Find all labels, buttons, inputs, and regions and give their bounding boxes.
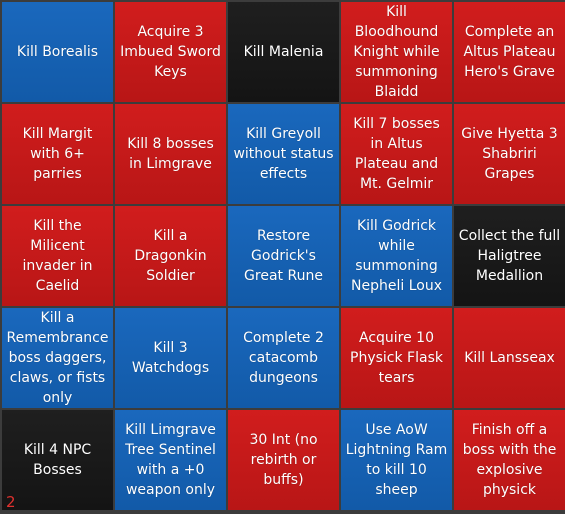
bingo-cell-text: Kill Malenia [243,44,324,60]
board-number-label: 2 [6,493,16,511]
bingo-cell-text: Kill 7 bosses in Altus Plateau and Mt. G… [353,116,440,192]
bingo-cell-text: Kill a Dragonkin Soldier [134,228,207,284]
bingo-cell[interactable]: Kill Godrick while summoning Nepheli Lou… [341,206,452,306]
bingo-cell-text: Complete 2 catacomb dungeons [243,330,324,386]
bingo-cell[interactable]: Kill 3 Watchdogs [115,308,226,408]
bingo-cell[interactable]: Complete an Altus Plateau Hero's Grave [454,2,565,102]
bingo-cell[interactable]: Acquire 10 Physick Flask tears [341,308,452,408]
bingo-cell-text: Collect the full Haligtree Medallion [458,228,561,284]
bingo-cell[interactable]: Kill 7 bosses in Altus Plateau and Mt. G… [341,104,452,204]
bingo-cell[interactable]: Restore Godrick's Great Rune [228,206,339,306]
bingo-cell[interactable]: Kill a Remembrance boss daggers, claws, … [2,308,113,408]
bingo-cell-text: Complete an Altus Plateau Hero's Grave [463,24,556,80]
bingo-cell-text: Acquire 3 Imbued Sword Keys [120,24,221,80]
bingo-cell[interactable]: Finish off a boss with the explosive phy… [454,410,565,510]
bingo-cell[interactable]: Kill Limgrave Tree Sentinel with a +0 we… [115,410,226,510]
bingo-cell[interactable]: Kill Borealis [2,2,113,102]
bingo-cell-text: Kill Margit with 6+ parries [22,126,93,182]
bingo-cell-text: Kill Borealis [16,44,99,60]
bingo-cell[interactable]: Kill Greyoll without status effects [228,104,339,204]
bingo-cell-text: Finish off a boss with the explosive phy… [462,422,557,498]
bingo-cell-text: Kill 4 NPC Bosses [23,442,92,478]
bingo-cell-text: Kill Greyoll without status effects [233,126,334,182]
bingo-cell[interactable]: Collect the full Haligtree Medallion [454,206,565,306]
bingo-cell-text: Kill Limgrave Tree Sentinel with a +0 we… [125,422,216,498]
bingo-cell-text: Use AoW Lightning Ram to kill 10 sheep [345,422,448,498]
bingo-cell[interactable]: Kill Malenia [228,2,339,102]
bingo-cell-text: Kill Godrick while summoning Nepheli Lou… [351,218,442,294]
bingo-cell[interactable]: Give Hyetta 3 Shabriri Grapes [454,104,565,204]
bingo-cell[interactable]: Complete 2 catacomb dungeons [228,308,339,408]
bingo-cell[interactable]: 30 Int (no rebirth or buffs) [228,410,339,510]
bingo-cell[interactable]: Kill Lansseax [454,308,565,408]
bingo-cell[interactable]: Kill the Milicent invader in Caelid [2,206,113,306]
bingo-cell[interactable]: Kill 8 bosses in Limgrave [115,104,226,204]
bingo-cell[interactable]: Kill 4 NPC Bosses [2,410,113,510]
bingo-cell[interactable]: Use AoW Lightning Ram to kill 10 sheep [341,410,452,510]
bingo-cell-text: Give Hyetta 3 Shabriri Grapes [461,126,558,182]
bingo-cell-text: Restore Godrick's Great Rune [244,228,323,284]
bingo-cell-text: Acquire 10 Physick Flask tears [350,330,443,386]
bingo-cell-text: Kill 3 Watchdogs [131,340,210,376]
bingo-cell-text: Kill Lansseax [464,350,555,366]
bingo-cell-text: Kill Bloodhound Knight while summoning B… [353,4,440,100]
bingo-cell-text: Kill a Remembrance boss daggers, claws, … [6,310,109,406]
bingo-cell-text: Kill 8 bosses in Limgrave [127,136,214,172]
bingo-cell[interactable]: Kill a Dragonkin Soldier [115,206,226,306]
bingo-cell[interactable]: Kill Bloodhound Knight while summoning B… [341,2,452,102]
bingo-cell-text: Kill the Milicent invader in Caelid [22,218,93,294]
bingo-cell[interactable]: Kill Margit with 6+ parries [2,104,113,204]
bingo-cell[interactable]: Acquire 3 Imbued Sword Keys [115,2,226,102]
bingo-cell-text: 30 Int (no rebirth or buffs) [249,432,318,488]
